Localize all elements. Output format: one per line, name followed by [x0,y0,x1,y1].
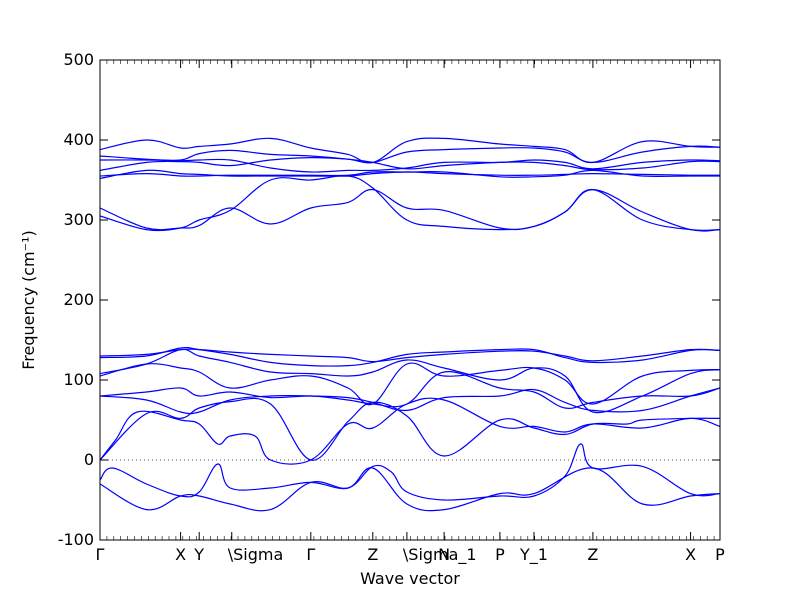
band-line-12 [100,175,720,232]
y-axis-ticks: -100 0 100 200 300 400 500 [58,50,720,549]
high-symmetry-lines [99,60,721,540]
band-lines [100,137,720,512]
minor-ticks [99,60,715,540]
y-tick-label: 400 [63,130,94,149]
y-axis-label: Frequency (cm⁻¹) [19,230,38,369]
x-tick-label: \Sigma [228,545,284,564]
x-tick-label: Z [367,545,378,564]
band-line-2 [100,443,720,501]
band-line-13 [100,169,720,179]
band-line-6 [100,371,720,409]
band-line-14 [100,169,720,178]
y-tick-label: 200 [63,290,94,309]
x-tick-label: Γ [306,545,315,564]
x-tick-label: Y_1 [519,545,548,565]
band-line-8 [100,348,720,414]
x-tick-label: X [685,545,696,564]
band-line-4 [100,397,720,461]
x-tick-label: X [175,545,186,564]
band-line-5 [100,387,720,415]
x-tick-label: Γ [96,545,105,564]
band-line-15 [100,156,720,171]
y-tick-label: -100 [58,530,94,549]
x-tick-label: P [495,545,505,564]
band-line-16 [100,158,720,173]
x-tick-label: P [715,545,725,564]
x-tick-label: Z [587,545,598,564]
band-line-3 [100,397,720,465]
y-tick-label: 500 [63,50,94,69]
x-tick-label: Y [193,545,204,564]
x-tick-label: \Sigma_1 [403,545,477,565]
x-axis-label: Wave vector [360,569,460,588]
y-tick-label: 300 [63,210,94,229]
band-line-7 [100,362,720,406]
y-tick-label: 0 [84,450,94,469]
y-tick-label: 100 [63,370,94,389]
x-tick-label: N [438,545,450,564]
band-line-10 [100,348,720,363]
band-line-18 [100,137,720,164]
x-axis-ticks: Γ X Y \Sigma Γ Z \Sigma_1N P Y_1 Z X P [96,545,726,565]
